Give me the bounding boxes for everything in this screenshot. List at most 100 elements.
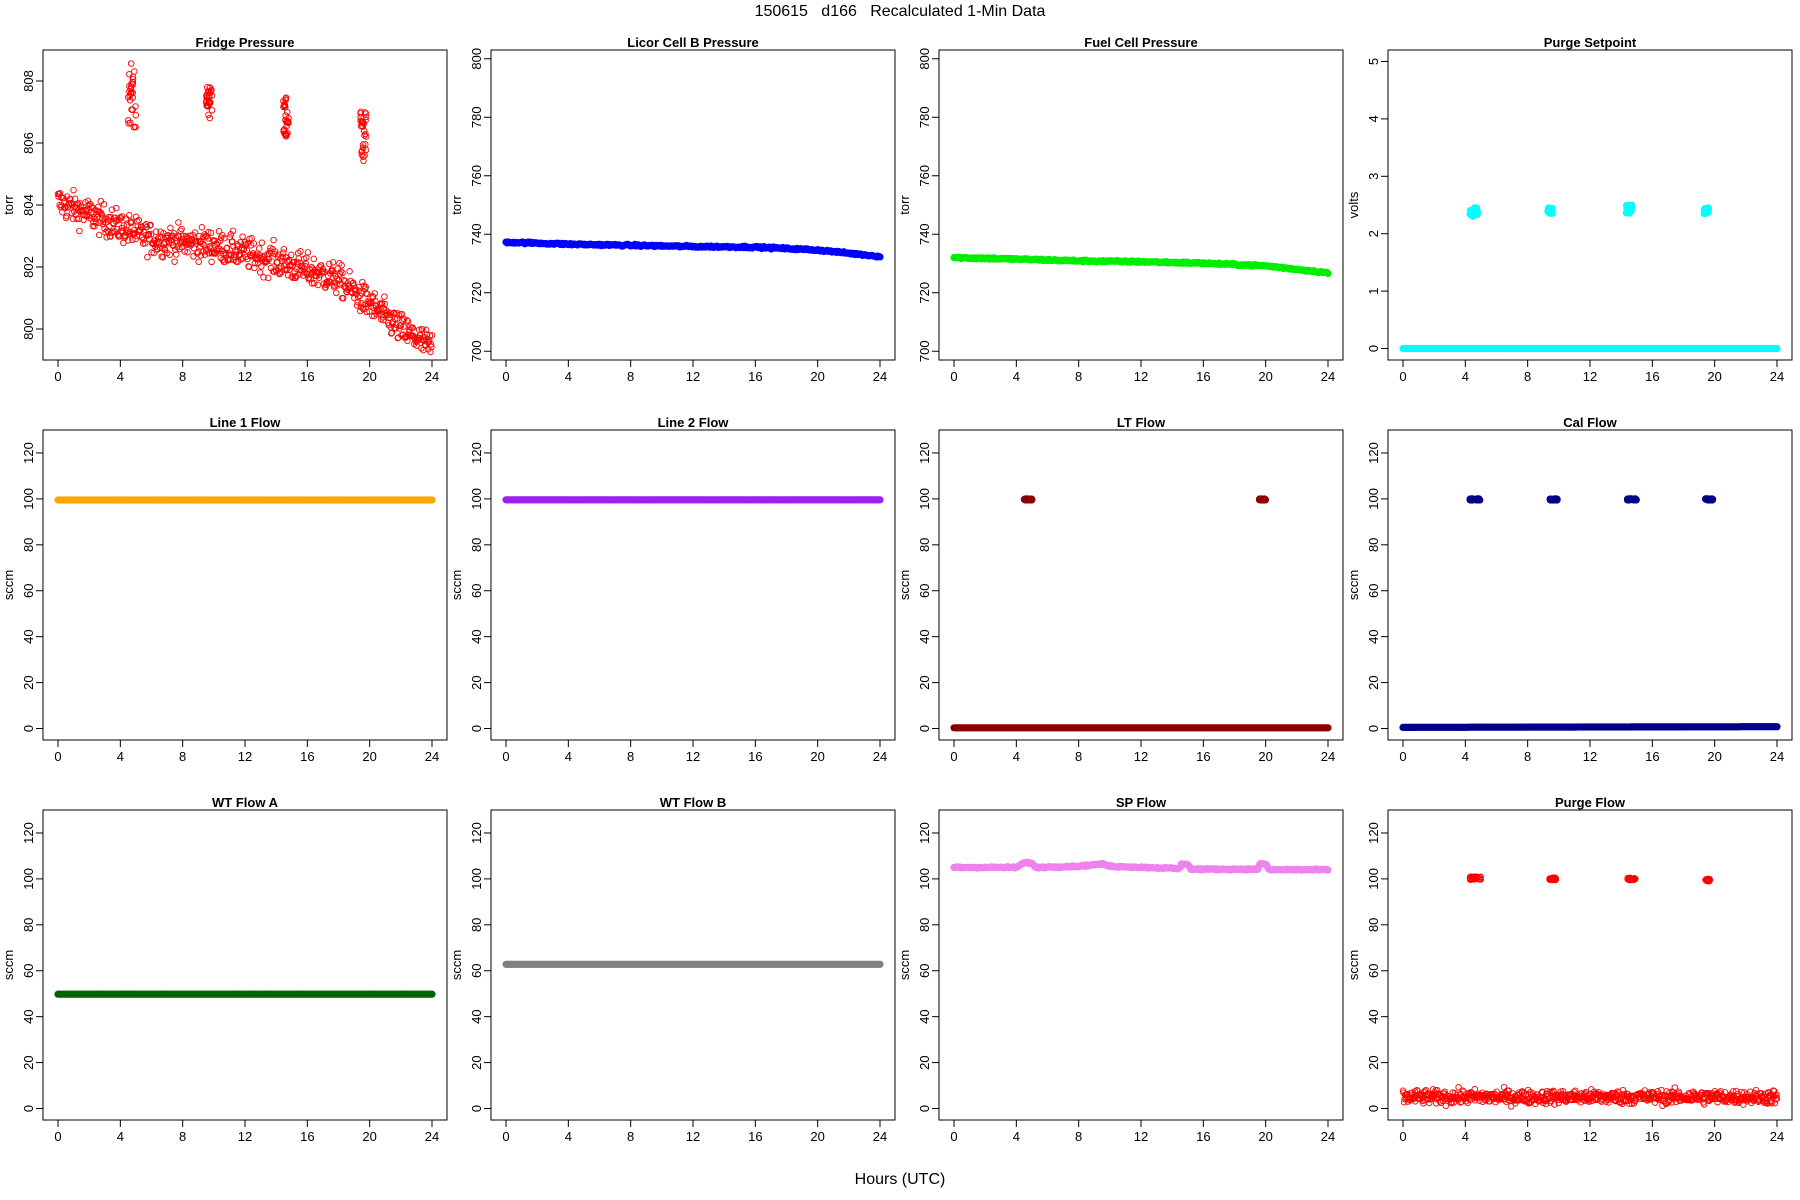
- data-point: [350, 279, 357, 287]
- data-point: [1261, 495, 1269, 503]
- panel-title: WT Flow A: [212, 795, 279, 810]
- plot-frame: [1387, 429, 1793, 741]
- data-point: [297, 248, 304, 255]
- y-tick-label: 0: [469, 1105, 484, 1112]
- x-tick-label: 8: [627, 369, 634, 384]
- x-tick-label: 24: [1770, 369, 1784, 384]
- data-point: [419, 326, 426, 333]
- x-tick-label: 20: [810, 369, 824, 384]
- data-point: [77, 203, 85, 210]
- y-axis-label: torr: [897, 195, 912, 215]
- data-point: [1473, 496, 1481, 504]
- data-point: [339, 269, 346, 277]
- x-tick-label: 4: [1462, 1129, 1469, 1144]
- data-point: [218, 247, 225, 255]
- data-point: [285, 119, 292, 127]
- plot-frame: [1387, 49, 1793, 361]
- data-point: [229, 238, 236, 245]
- data-point: [135, 216, 143, 224]
- y-tick-label: 720: [469, 282, 484, 304]
- data-point: [362, 116, 369, 124]
- x-tick-label: 0: [54, 1129, 61, 1144]
- data-point: [326, 260, 333, 268]
- x-tick-label: 24: [425, 369, 439, 384]
- data-point: [205, 229, 212, 236]
- y-axis-label: torr: [1, 195, 16, 215]
- data-point: [290, 258, 298, 266]
- data-point: [358, 118, 366, 125]
- data-point: [164, 232, 172, 239]
- x-tick-label: 0: [1399, 369, 1406, 384]
- data-point: [268, 249, 275, 257]
- x-tick-label: 24: [1770, 749, 1784, 764]
- data-point: [172, 234, 179, 241]
- y-tick-label: 40: [1366, 1009, 1381, 1023]
- data-point: [335, 276, 343, 284]
- data-point: [364, 290, 371, 298]
- data-point: [172, 251, 180, 258]
- data-point: [67, 195, 74, 203]
- y-tick-label: 760: [917, 165, 932, 187]
- data-point: [292, 272, 300, 280]
- data-point: [304, 249, 312, 256]
- y-tick-label: 802: [21, 256, 36, 278]
- y-tick-label: 40: [917, 1009, 932, 1023]
- data-point: [256, 269, 264, 276]
- y-axis-label: torr: [449, 195, 464, 215]
- data-point: [181, 248, 189, 255]
- data-point: [1324, 269, 1332, 278]
- y-tick-label: 40: [21, 1009, 36, 1023]
- data-point: [876, 253, 884, 261]
- x-tick-label: 16: [748, 369, 762, 384]
- data-point: [141, 239, 149, 247]
- data-point: [128, 80, 135, 87]
- y-tick-label: 20: [21, 1055, 36, 1069]
- data-point: [197, 242, 204, 250]
- data-point: [120, 222, 128, 229]
- data-point: [1028, 496, 1036, 504]
- main-title: 150615 d166 Recalculated 1-Min Data: [754, 3, 1046, 20]
- x-tick-label: 8: [179, 369, 186, 384]
- x-tick-label: 24: [1321, 749, 1335, 764]
- data-point: [387, 309, 394, 317]
- x-tick-label: 8: [1524, 369, 1531, 384]
- data-point: [88, 204, 96, 212]
- data-point: [307, 275, 314, 282]
- data-point: [1773, 723, 1781, 731]
- y-tick-label: 2: [1366, 230, 1381, 237]
- data-point: [327, 279, 335, 286]
- x-tick-label: 0: [1399, 749, 1406, 764]
- data-point: [125, 212, 133, 219]
- data-point: [357, 108, 365, 116]
- data-point: [282, 94, 290, 101]
- data-point: [250, 240, 258, 247]
- y-tick-label: 80: [1366, 538, 1381, 552]
- data-point: [201, 231, 208, 238]
- y-tick-label: 20: [1366, 1055, 1381, 1069]
- y-tick-label: 0: [917, 1105, 932, 1112]
- data-point: [381, 293, 388, 300]
- data-point: [329, 259, 337, 266]
- data-point: [1624, 204, 1633, 212]
- y-tick-label: 40: [21, 629, 36, 643]
- data-point: [68, 200, 75, 207]
- y-axis-label: sccm: [449, 950, 464, 980]
- data-point: [289, 274, 297, 282]
- x-tick-label: 8: [627, 1129, 634, 1144]
- x-tick-label: 16: [748, 749, 762, 764]
- y-tick-label: 80: [1366, 918, 1381, 932]
- x-tick-label: 12: [1134, 369, 1148, 384]
- data-point: [409, 324, 416, 332]
- x-tick-label: 4: [565, 1129, 572, 1144]
- data-point: [207, 99, 214, 106]
- x-tick-label: 0: [950, 749, 957, 764]
- y-tick-label: 0: [469, 725, 484, 732]
- data-point: [198, 224, 206, 231]
- panel-title: Licor Cell B Pressure: [627, 35, 759, 50]
- data-point: [199, 240, 206, 248]
- data-point: [203, 84, 211, 91]
